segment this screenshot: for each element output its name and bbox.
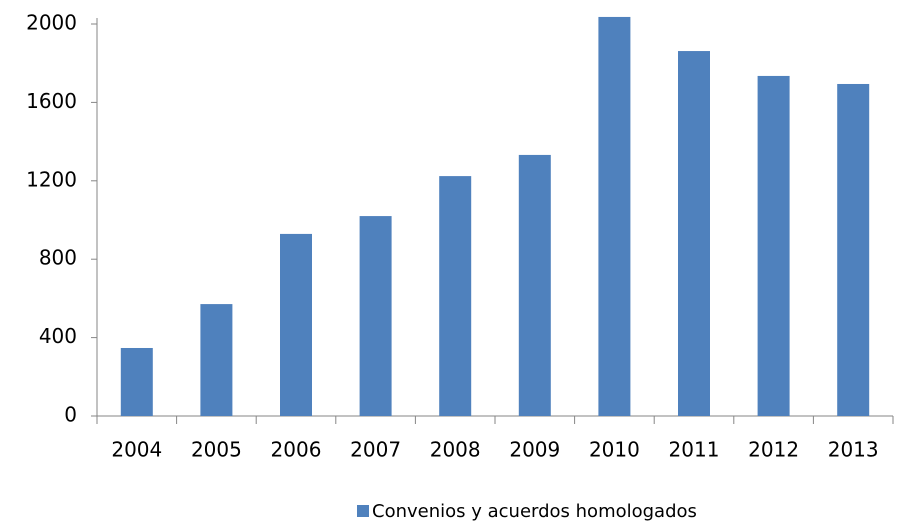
bar <box>518 154 551 417</box>
x-tick-label: 2008 <box>430 438 481 462</box>
bar <box>837 83 870 416</box>
x-tick-label: 2005 <box>191 438 242 462</box>
x-tick-label: 2010 <box>589 438 640 462</box>
bar <box>200 304 233 416</box>
y-tick-label: 0 <box>64 403 77 427</box>
y-tick-label: 1600 <box>26 89 77 113</box>
x-tick-label: 2009 <box>509 438 560 462</box>
x-tick-label: 2013 <box>828 438 879 462</box>
bar <box>359 216 392 416</box>
y-tick-label: 800 <box>39 246 77 270</box>
y-tick-label: 2000 <box>26 11 77 35</box>
x-tick-label: 2011 <box>669 438 720 462</box>
y-tick-label: 1200 <box>26 167 77 191</box>
bar <box>439 176 472 416</box>
x-tick-label: 2004 <box>111 438 162 462</box>
x-tick-label: 2007 <box>350 438 401 462</box>
bar <box>757 75 790 416</box>
bar <box>280 233 312 416</box>
bar <box>598 16 631 416</box>
bar <box>678 51 710 416</box>
x-tick-label: 2006 <box>271 438 322 462</box>
bar <box>120 347 153 416</box>
y-tick-label: 400 <box>39 324 77 348</box>
x-tick-label: 2012 <box>748 438 799 462</box>
legend-swatch <box>357 505 369 517</box>
legend-label: Convenios y acuerdos homologados <box>372 501 697 522</box>
